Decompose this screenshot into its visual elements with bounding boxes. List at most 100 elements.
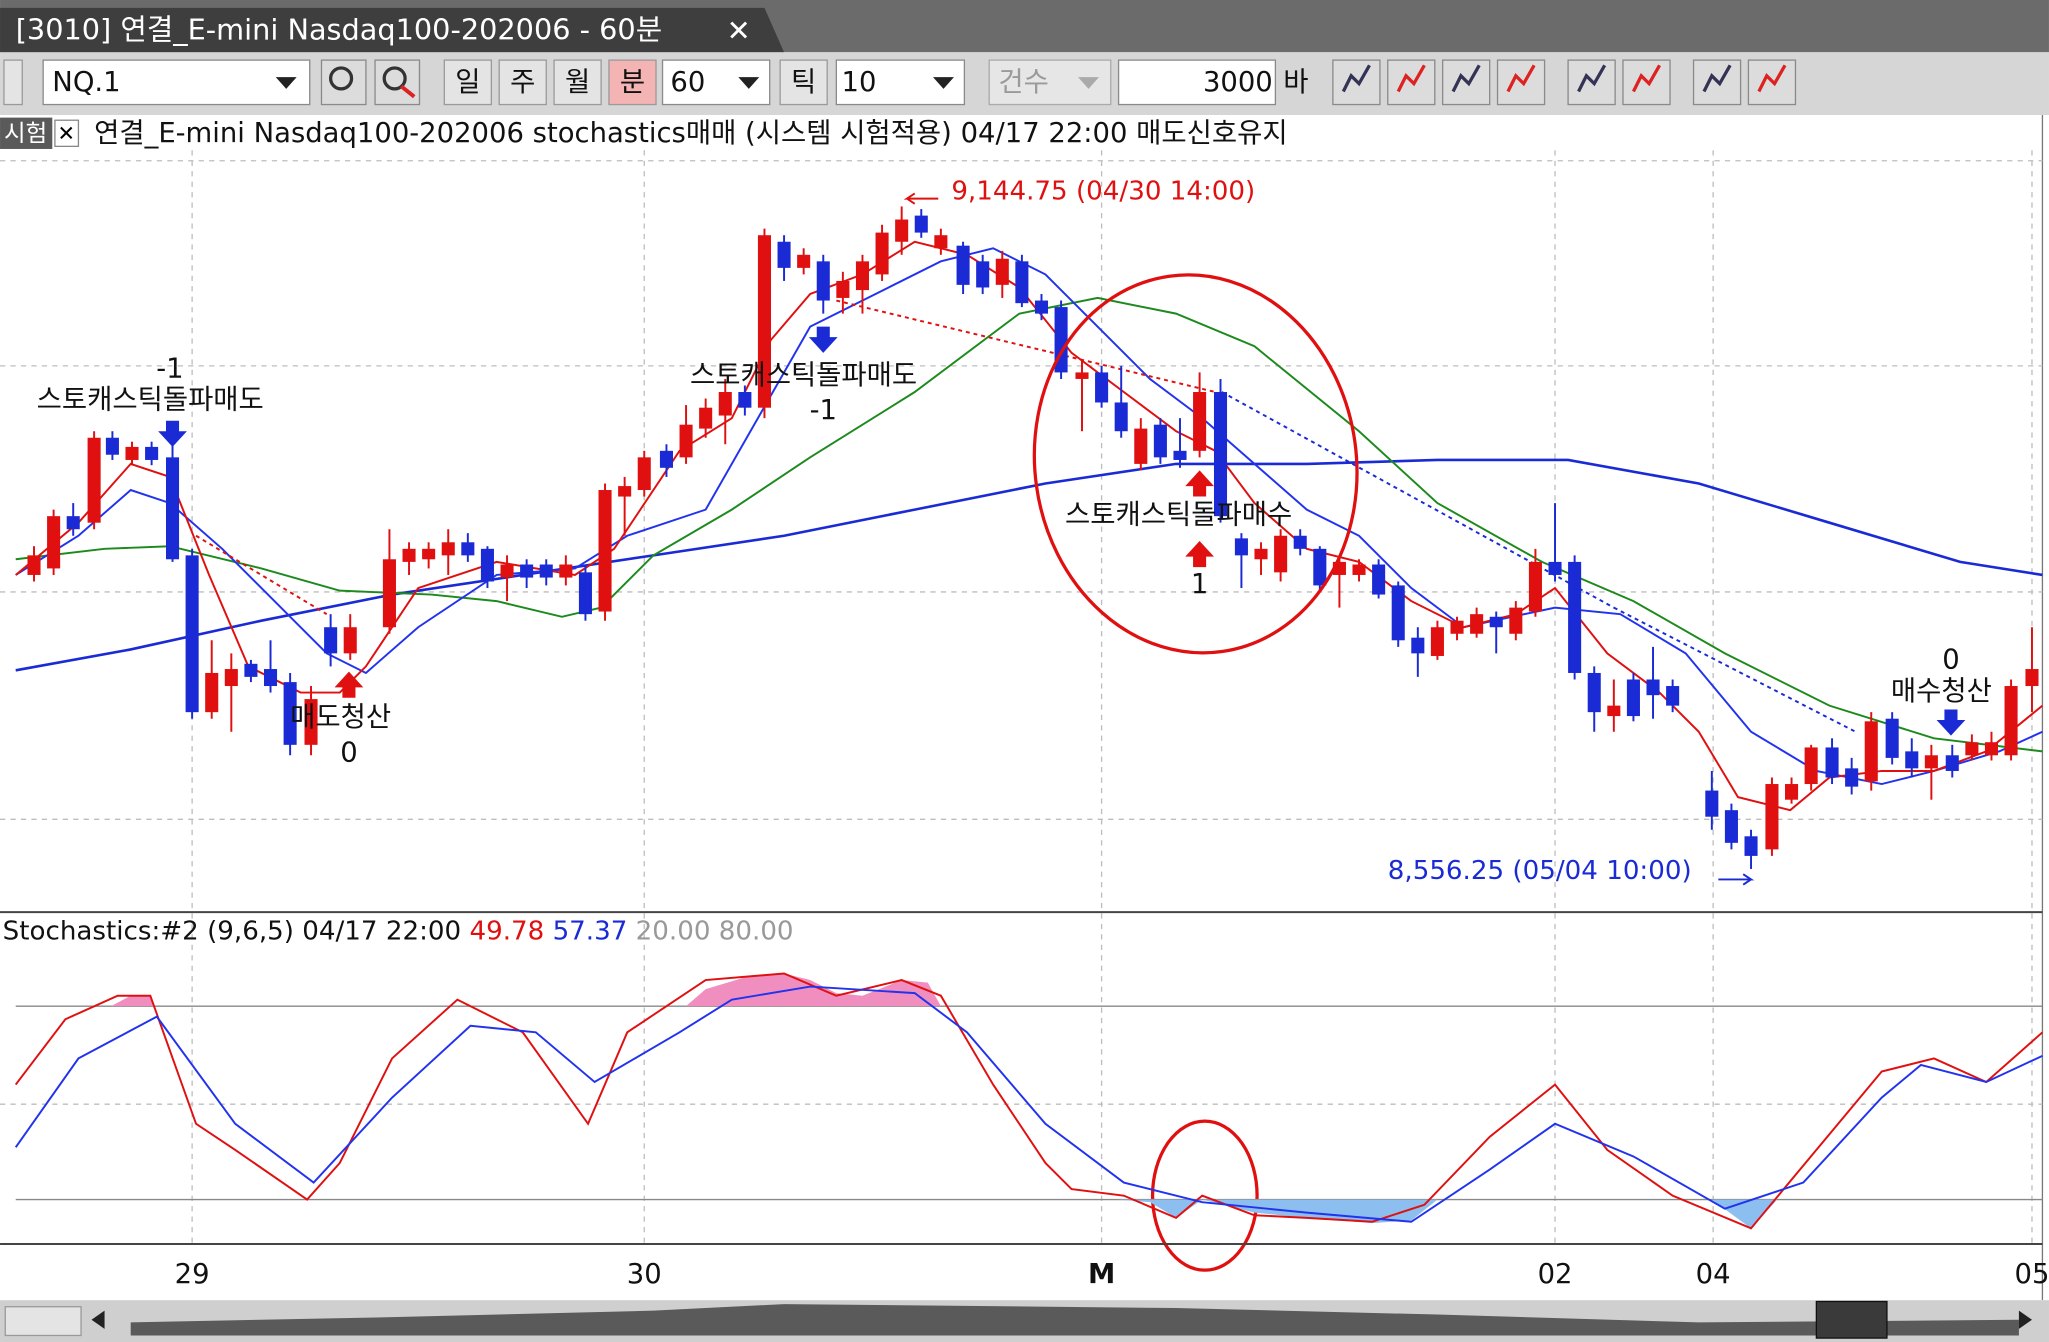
tool-icon xyxy=(1506,64,1536,93)
tool-button[interactable] xyxy=(1387,59,1436,106)
period-button[interactable] xyxy=(608,59,657,106)
candle-body xyxy=(1626,679,1640,717)
candle-body xyxy=(1984,742,1999,756)
period-button[interactable] xyxy=(498,59,547,106)
candle-body xyxy=(402,548,416,562)
x-tick-label: 29 xyxy=(175,1259,210,1290)
candle-body xyxy=(205,672,219,713)
candle-body xyxy=(659,450,673,468)
candle-body xyxy=(324,627,338,654)
tool-icon xyxy=(1451,64,1481,93)
candles xyxy=(27,206,2039,869)
tag-close[interactable] xyxy=(54,119,80,148)
scroll-thumb[interactable] xyxy=(1815,1300,1888,1339)
tick-value: 10 xyxy=(842,67,877,98)
candle-body xyxy=(1193,392,1207,451)
chart-header: 연결_E-mini Nasdaq100-202006 stochastics매매… xyxy=(94,118,1288,149)
candle-body xyxy=(500,564,514,578)
candle-body xyxy=(875,232,889,275)
annotation: 0 xyxy=(1942,645,1959,676)
search-button[interactable] xyxy=(320,59,367,106)
candle-body xyxy=(1411,637,1425,654)
exit-arrow xyxy=(1936,709,1966,736)
search-icon xyxy=(328,66,354,91)
tag-box xyxy=(0,117,53,149)
trend-line xyxy=(1613,606,1857,733)
candle-body xyxy=(66,516,80,530)
sell-arrow xyxy=(808,326,838,353)
candle-body xyxy=(125,446,139,460)
tick-label: 틱 xyxy=(791,67,816,98)
buy-arrow xyxy=(1185,540,1214,568)
period-label: 월 xyxy=(565,67,590,98)
candle-body xyxy=(1391,585,1405,641)
candle-body xyxy=(578,572,592,615)
period-button[interactable] xyxy=(553,59,602,106)
candle-body xyxy=(1607,705,1621,717)
period-label: 분 xyxy=(620,67,645,98)
scroll-grip[interactable] xyxy=(4,1306,82,1337)
highlight-circle xyxy=(1032,273,1359,655)
toolbar-scroll[interactable] xyxy=(3,59,23,106)
trend-line xyxy=(836,299,1216,393)
candle-body xyxy=(1785,784,1799,800)
count-box[interactable] xyxy=(1117,59,1277,106)
candle-body xyxy=(87,437,101,523)
candle-body xyxy=(1765,784,1779,850)
candle-body xyxy=(1509,607,1523,634)
candle-body xyxy=(1075,372,1089,379)
candle-body xyxy=(1666,686,1680,706)
candle-body xyxy=(914,215,928,233)
candle-body xyxy=(382,559,396,628)
annotation: 매도청산 xyxy=(290,702,391,733)
candle-body xyxy=(559,564,573,578)
candle-body xyxy=(263,669,278,687)
sell-arrow xyxy=(158,420,187,447)
candle-body xyxy=(679,424,693,458)
candle-body xyxy=(995,258,1009,285)
period-button[interactable] xyxy=(443,59,493,106)
annotation: 0 xyxy=(340,737,357,768)
low-label: 8,556.25 (05/04 10:00) xyxy=(1388,856,1692,886)
stoch-label: Stochastics:#2 (9,6,5) 04/17 22:00 49.78… xyxy=(3,916,794,946)
candle-body xyxy=(145,446,159,460)
candle-body xyxy=(441,542,455,556)
candle-body xyxy=(637,457,651,491)
candle-body xyxy=(224,669,238,687)
candle-body xyxy=(718,392,732,416)
tick-button[interactable] xyxy=(779,59,828,106)
candle-body xyxy=(185,555,199,713)
candle-body xyxy=(1646,679,1660,696)
trend-line xyxy=(195,534,328,615)
symbol-box[interactable] xyxy=(42,59,311,106)
stoch-title: Stochastics:#2 (9,6,5) 04/17 22:00 xyxy=(3,916,462,946)
tool-icon xyxy=(1577,64,1607,93)
candle-body xyxy=(1153,424,1167,458)
annotation: 스토캐스틱돌파매도 xyxy=(37,385,264,416)
window-tab[interactable] xyxy=(0,7,785,53)
x-tick-label: 02 xyxy=(1538,1259,1573,1290)
symbol: NQ.1 xyxy=(52,67,120,98)
high-pointer xyxy=(903,192,939,205)
candle-body xyxy=(105,437,119,455)
scroll-left[interactable] xyxy=(91,1310,105,1329)
candle-body xyxy=(855,261,870,291)
annotation: 매수청산 xyxy=(1891,676,1992,707)
close-button[interactable]: ✕ xyxy=(727,14,751,48)
candle-body xyxy=(895,219,909,242)
candle-body xyxy=(1430,627,1444,656)
scroll-right[interactable] xyxy=(2018,1310,2032,1329)
candle-body xyxy=(797,254,811,268)
signal-arrows xyxy=(158,326,1966,736)
window-title: [3010] 연결_E-mini Nasdaq100-202006 - 60분 xyxy=(16,12,662,46)
dropdown-arrow xyxy=(738,77,760,89)
highlight-circle xyxy=(1150,1119,1259,1272)
scroll-overview xyxy=(130,1304,2019,1336)
candle-body xyxy=(1450,620,1464,634)
period-label: 주 xyxy=(510,67,535,98)
x-tick-label: 30 xyxy=(627,1259,662,1290)
annotation: 스토캐스틱돌파매도 xyxy=(690,360,917,391)
candle-body xyxy=(47,516,61,569)
candle-body xyxy=(1470,614,1484,634)
